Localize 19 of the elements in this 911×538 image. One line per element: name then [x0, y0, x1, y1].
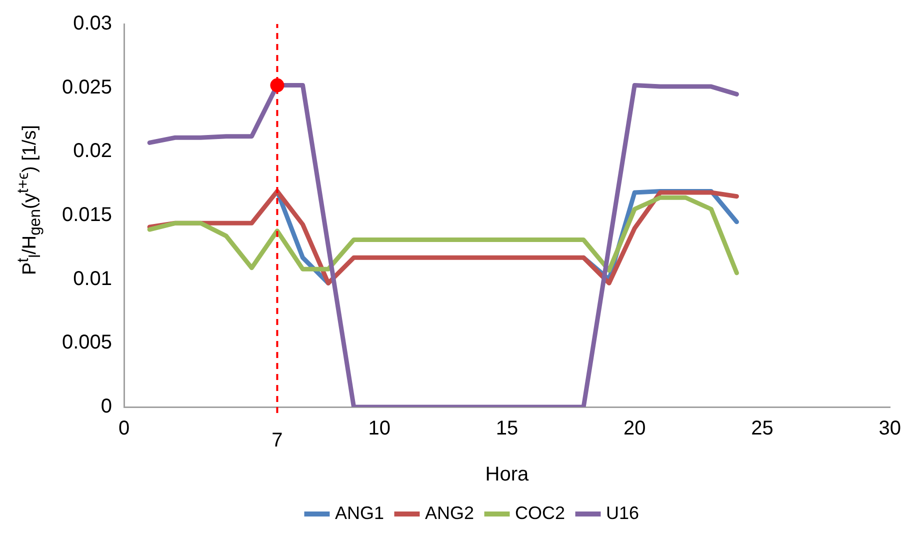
- y-tick-label: 0.025: [62, 76, 112, 98]
- annotation: 7: [272, 430, 283, 452]
- y-tick-label: 0.03: [73, 12, 112, 35]
- legend-label: COC2: [515, 502, 566, 523]
- y-tick-label: 0.01: [73, 268, 112, 290]
- y-tick-label: 0: [100, 396, 112, 418]
- x-tick-label: 30: [878, 418, 901, 440]
- x-axis-title: Hora: [485, 464, 530, 486]
- legend-label: U16: [606, 502, 640, 523]
- x-tick-label: 10: [368, 418, 390, 440]
- x-tick-label: 0: [118, 418, 130, 440]
- x-tick-label: 15: [496, 418, 518, 440]
- y-tick-label: 0.02: [73, 140, 112, 162]
- x-tick-label: 25: [751, 418, 774, 440]
- legend-label: ANG1: [334, 502, 384, 523]
- y-tick-label: 0.005: [62, 332, 112, 354]
- legend-label: ANG2: [424, 502, 474, 523]
- y-tick-label: 0.015: [62, 204, 112, 226]
- x-tick-label: 20: [623, 418, 646, 440]
